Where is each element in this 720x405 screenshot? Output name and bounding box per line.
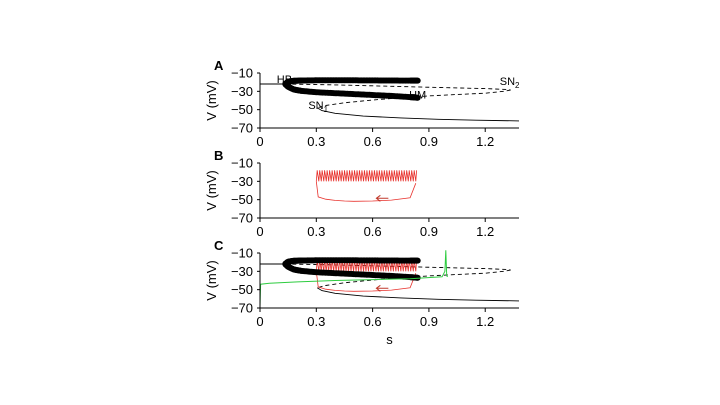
x-tick-label: 0.6 xyxy=(364,314,382,329)
series-stable-lower-equilibrium xyxy=(316,107,520,122)
series-burst-trajectory-spikes xyxy=(315,260,417,272)
x-tick-label: 1.2 xyxy=(476,224,494,239)
x-tick-label: 0.3 xyxy=(307,224,325,239)
y-axis-label: V (mV) xyxy=(204,260,219,300)
series-green-trajectory xyxy=(259,250,449,307)
series-unstable-middle-equilibrium xyxy=(317,89,511,109)
x-tick-label: 0.6 xyxy=(364,134,382,149)
orbit-point xyxy=(414,257,421,264)
panel-a: −10 −30 −50 −700 0.3 0.6 0.9 1.2 V (mV) A HB SN2 SN1… xyxy=(204,58,520,149)
y-tick-label: −10 xyxy=(231,156,253,171)
panel-label: B xyxy=(214,148,223,163)
series-unstable-middle-equilibrium xyxy=(317,269,511,289)
orbit-point xyxy=(414,77,421,84)
annotation-hb: HB xyxy=(277,74,292,86)
x-tick-label: 0.9 xyxy=(420,224,438,239)
panel-label: C xyxy=(214,238,224,253)
direction-arrow xyxy=(375,194,389,202)
panel-label: A xyxy=(214,58,224,73)
x-axis-label: s xyxy=(386,332,393,347)
series-burst-trajectory-return xyxy=(315,181,417,202)
series-burst-trajectory-spikes xyxy=(315,170,417,182)
panel-b: −10 −30 −50 −700 0.3 0.6 0.9 1.2 V (mV) B xyxy=(204,148,519,239)
y-axis-label: V (mV) xyxy=(204,170,219,210)
series-periodic-orbit-min xyxy=(282,261,421,281)
y-tick-label: −70 xyxy=(231,121,253,136)
x-tick-label: 0 xyxy=(256,134,263,149)
series-periodic-orbit-min xyxy=(282,81,421,101)
x-tick-label: 0.9 xyxy=(420,134,438,149)
y-tick-label: −70 xyxy=(231,211,253,226)
annotation-hm: HM xyxy=(409,90,426,102)
y-axis-label: V (mV) xyxy=(204,80,219,120)
y-tick-label: −30 xyxy=(231,264,253,279)
y-tick-label: −50 xyxy=(231,102,253,117)
series-stable-lower-equilibrium xyxy=(316,287,520,302)
panel-c: −10 −30 −50 −700 0.3 0.6 0.9 1.2 V (mV) Cs xyxy=(204,238,520,347)
y-tick-label: −10 xyxy=(231,66,253,81)
x-tick-label: 0 xyxy=(256,314,263,329)
annotation-sn1: SN1 xyxy=(308,100,328,114)
y-tick-label: −10 xyxy=(231,246,253,261)
direction-arrow xyxy=(375,284,389,292)
x-tick-label: 1.2 xyxy=(476,314,494,329)
y-tick-label: −50 xyxy=(231,282,253,297)
x-tick-label: 1.2 xyxy=(476,134,494,149)
x-tick-label: 0.9 xyxy=(420,314,438,329)
series-unstable-upper-equilibrium xyxy=(285,83,511,91)
x-tick-label: 0.3 xyxy=(307,134,325,149)
y-tick-label: −30 xyxy=(231,84,253,99)
y-tick-label: −50 xyxy=(231,192,253,207)
y-tick-label: −70 xyxy=(231,301,253,316)
x-tick-label: 0.6 xyxy=(364,224,382,239)
y-tick-label: −30 xyxy=(231,174,253,189)
annotation-sn2: SN2 xyxy=(500,76,520,90)
x-tick-label: 0 xyxy=(256,224,263,239)
series-burst-trajectory-return xyxy=(315,271,417,292)
orbit-point xyxy=(414,94,421,101)
x-tick-label: 0.3 xyxy=(307,314,325,329)
